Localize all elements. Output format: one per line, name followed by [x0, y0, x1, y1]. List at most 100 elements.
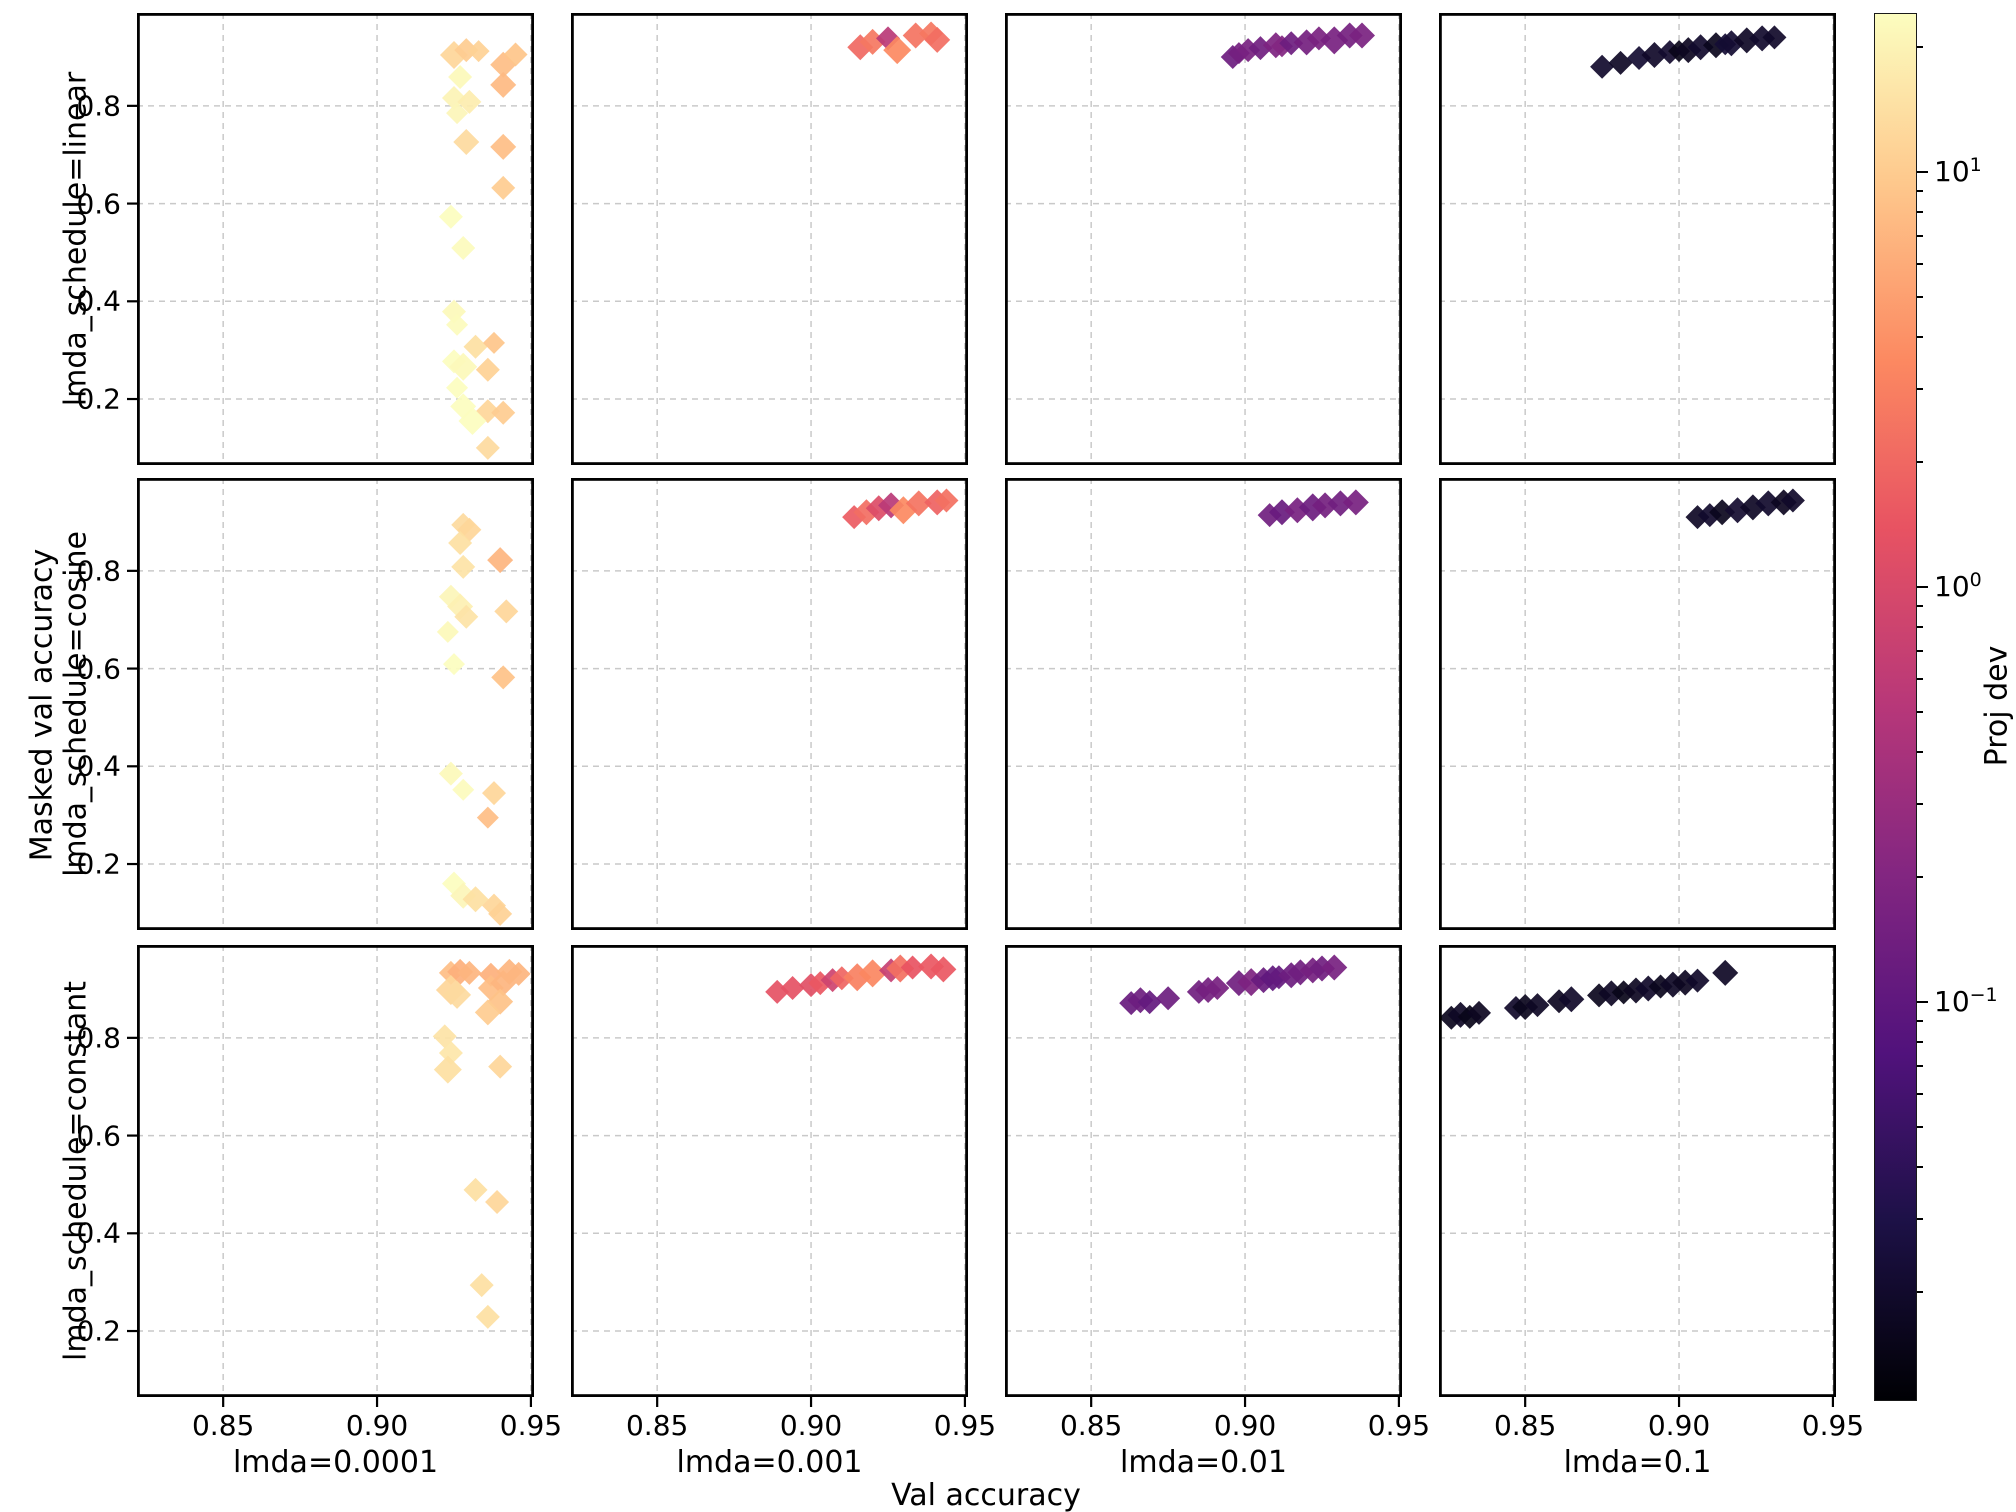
- subplot-r2c2: [1004, 944, 1403, 1407]
- colorbar-minor-tick: [1917, 1065, 1923, 1068]
- scatter-point: [1590, 54, 1615, 79]
- scatter-point: [1268, 499, 1295, 526]
- scatter-point: [1709, 499, 1736, 526]
- colorbar-minor-tick: [1917, 211, 1923, 213]
- scatter-point: [843, 963, 872, 992]
- scatter-point: [1762, 25, 1787, 50]
- scatter-point: [485, 1190, 510, 1215]
- scatter-point: [503, 42, 528, 67]
- scatter-point: [1293, 29, 1320, 56]
- y-tick-label: 0.2: [76, 1314, 121, 1348]
- scatter-point: [482, 331, 505, 354]
- scatter-point: [438, 761, 463, 786]
- scatter-point: [490, 970, 517, 997]
- scatter-point: [436, 620, 459, 643]
- scatter-point: [449, 352, 478, 381]
- scatter-point: [457, 960, 482, 985]
- axes-border: [136, 944, 535, 1398]
- scatter-point: [1648, 974, 1673, 999]
- scatter-point: [1137, 990, 1162, 1015]
- scatter-point: [448, 65, 473, 90]
- scatter-point: [865, 495, 892, 522]
- scatter-point: [1284, 497, 1311, 524]
- scatter-point: [1724, 497, 1751, 524]
- y-tick-label: 0.4: [76, 749, 121, 783]
- colorbar-minor-tick: [1917, 235, 1923, 237]
- scatter-point: [487, 547, 514, 574]
- colorbar-minor-tick: [1917, 262, 1923, 265]
- scatter-point: [930, 956, 957, 983]
- colorbar-major-tick: [1917, 170, 1928, 173]
- axes-border: [1438, 12, 1837, 466]
- scatter-point: [451, 236, 476, 261]
- x-tick-label: 0.95: [499, 1409, 563, 1442]
- scatter-point: [1270, 35, 1293, 58]
- colorbar-label-wrap: Proj dev: [1980, 646, 2015, 767]
- axes-border: [1004, 944, 1403, 1398]
- scatter-point: [1641, 42, 1668, 69]
- colorbar-minor-tick: [1917, 710, 1923, 713]
- scatter-point: [1327, 490, 1354, 517]
- scatter-point: [457, 89, 482, 114]
- scatter-point: [780, 976, 805, 1001]
- scatter-point: [853, 499, 880, 526]
- subplot-r0c1: [570, 12, 969, 466]
- scatter-point: [475, 435, 500, 460]
- colorbar-major-tick: [1917, 585, 1928, 588]
- scatter-point: [475, 1304, 500, 1329]
- scatter-point: [469, 1273, 494, 1298]
- colorbar-minor-tick: [1917, 336, 1923, 338]
- scatter-point: [475, 357, 500, 382]
- scatter-point: [1712, 959, 1739, 986]
- scatter-point: [463, 1177, 488, 1202]
- subplot-r2c1: [570, 944, 969, 1407]
- scatter-point: [1237, 968, 1266, 997]
- colorbar-minor-tick: [1917, 295, 1923, 298]
- colorbar-tick-mantissa: 10: [1934, 154, 1970, 188]
- row-label-wrap-0: lmda_schedule=linear: [59, 72, 94, 406]
- scatter-point: [442, 653, 465, 676]
- scatter-point: [1687, 34, 1714, 61]
- x-axis-label: Val accuracy: [891, 1478, 1081, 1512]
- colorbar-minor-tick: [1917, 678, 1923, 680]
- axes-border: [1004, 477, 1403, 931]
- row-label-0: lmda_schedule=linear: [58, 71, 94, 407]
- colorbar-minor-tick: [1917, 803, 1923, 805]
- colorbar-major-tick: [1917, 1001, 1928, 1003]
- axes-border: [136, 477, 535, 931]
- colorbar-minor-tick: [1917, 876, 1923, 878]
- colorbar-tick-label: 100: [1934, 569, 1982, 603]
- row-label-wrap-1: lmda_schedule=cosine: [59, 531, 94, 877]
- scatter-point: [905, 490, 932, 517]
- x-tick-label: 0.95: [1367, 1409, 1431, 1442]
- scatter-point: [490, 133, 517, 160]
- scatter-point: [474, 999, 501, 1026]
- scatter-point: [1321, 954, 1348, 981]
- scatter-point: [1755, 490, 1782, 517]
- colorbar-minor-tick: [1917, 1126, 1923, 1128]
- y-tick-label: 0.2: [76, 847, 121, 881]
- colorbar-tick-mantissa: 10: [1934, 570, 1970, 604]
- scatter-point: [446, 102, 469, 125]
- subplot-r2c0: [127, 944, 535, 1407]
- axes-border: [570, 944, 969, 1398]
- scatter-point: [1312, 492, 1339, 519]
- axes-border: [1438, 477, 1837, 931]
- y-tick-label: 0.8: [76, 1021, 121, 1055]
- scatter-point: [1685, 968, 1710, 993]
- axes-border: [1438, 944, 1837, 1398]
- colorbar-minor-tick: [1917, 387, 1923, 390]
- scatter-point: [900, 955, 925, 980]
- scatter-point: [438, 584, 463, 609]
- scatter-point: [491, 175, 516, 200]
- colorbar-minor-tick: [1917, 45, 1923, 48]
- x-tick-label: 0.85: [191, 1409, 255, 1442]
- col-label-1: lmda=0.001: [676, 1445, 863, 1480]
- scatter-point: [494, 599, 519, 624]
- y-tick-label: 0.4: [76, 284, 121, 318]
- y-tick-label: 0.2: [76, 382, 121, 416]
- x-tick-label: 0.95: [1801, 1409, 1865, 1442]
- outer-ylabel-wrap: Masked val accuracy: [25, 549, 60, 862]
- scatter-point: [433, 1055, 462, 1084]
- scatter-point: [458, 407, 487, 436]
